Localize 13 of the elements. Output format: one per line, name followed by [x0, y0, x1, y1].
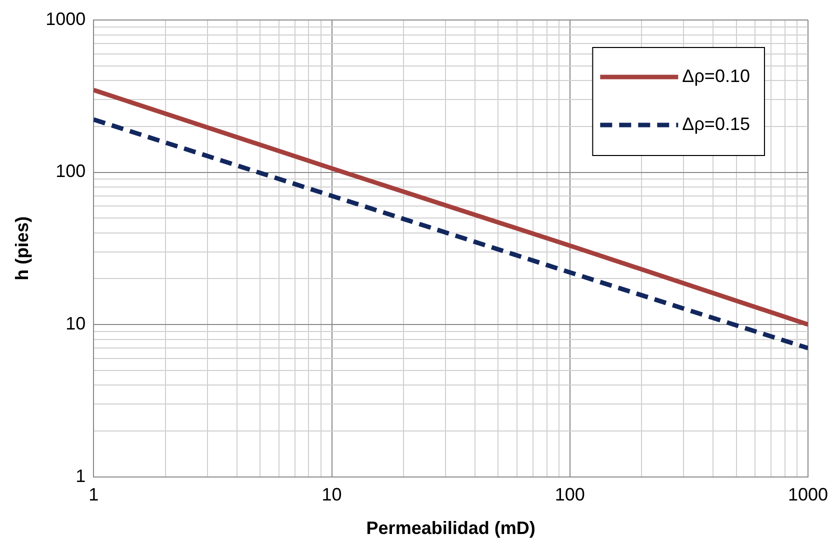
- x-tick-label: 1000: [788, 484, 828, 505]
- legend-label: Δρ=0.10: [682, 66, 750, 86]
- x-axis-title: Permeabilidad (mD): [366, 518, 536, 538]
- y-tick-label: 1000: [46, 8, 86, 29]
- legend-label: Δρ=0.15: [682, 114, 750, 134]
- x-tick-label: 10: [322, 484, 342, 505]
- line-series: [94, 117, 808, 350]
- y-tick-label: 1: [76, 466, 86, 486]
- x-tick-label: 100: [554, 484, 585, 505]
- y-tick-label: 100: [56, 161, 86, 182]
- y-axis-title: h (pies): [12, 216, 32, 280]
- y-tick-label: 10: [66, 314, 86, 334]
- x-tick-label: 1: [88, 484, 99, 505]
